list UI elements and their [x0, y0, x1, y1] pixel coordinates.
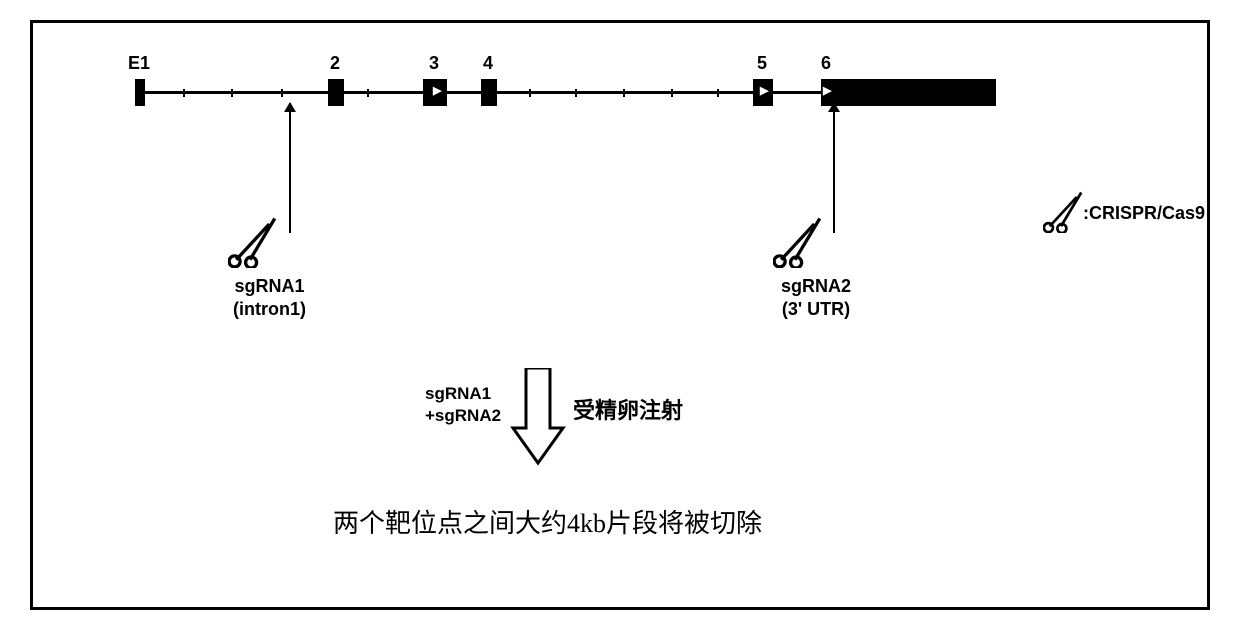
exon-E1 [135, 79, 145, 106]
sgRNA1-name: sgRNA1 [234, 276, 304, 296]
sgRNA2-name: sgRNA2 [781, 276, 851, 296]
exon-label-E3: 3 [429, 53, 439, 74]
cut1-arrow [289, 103, 291, 233]
injection-arrow [508, 368, 568, 468]
sg-combo-line1: sgRNA1 [425, 384, 491, 403]
cut2-arrow [833, 103, 835, 233]
exon-label-E1: E1 [128, 53, 150, 74]
chevron-icon: ▶ [823, 86, 831, 97]
intron-tick [575, 89, 577, 97]
sgRNA2-label: sgRNA2 (3' UTR) [781, 275, 851, 322]
diagram-frame: E1 2 3 ▶ 4 5 ▶ 6 ▶ sgRNA1 (intron1) [0, 0, 1240, 630]
exon-label-E6: 6 [821, 53, 831, 74]
legend-text: :CRISPR/Cas9 [1083, 203, 1205, 224]
intron-tick [183, 89, 185, 97]
exon-E2 [328, 79, 344, 106]
exon-label-E2: 2 [330, 53, 340, 74]
exon-E4 [481, 79, 497, 106]
chevron-icon: ▶ [760, 86, 768, 97]
sgRNA1-label: sgRNA1 (intron1) [233, 275, 306, 322]
exon-label-E4: 4 [483, 53, 493, 74]
chevron-icon: ▶ [433, 86, 441, 97]
scissors-icon [773, 213, 828, 268]
sg-combo-label: sgRNA1 +sgRNA2 [425, 383, 501, 427]
intron-tick [529, 89, 531, 97]
exon-E6 [821, 79, 996, 106]
sgRNA2-detail: (3' UTR) [782, 299, 850, 319]
exon-label-E5: 5 [757, 53, 767, 74]
result-text: 两个靶位点之间大约4kb片段将被切除 [333, 503, 762, 540]
sg-combo-line2: +sgRNA2 [425, 406, 501, 425]
scissors-icon [228, 213, 283, 268]
intron-tick [623, 89, 625, 97]
intron-tick [367, 89, 369, 97]
inject-label: 受精卵注射 [573, 393, 683, 425]
diagram-border: E1 2 3 ▶ 4 5 ▶ 6 ▶ sgRNA1 (intron1) [30, 20, 1210, 610]
intron-tick [281, 89, 283, 97]
intron-tick [671, 89, 673, 97]
intron-tick [717, 89, 719, 97]
scissors-icon [1043, 188, 1088, 233]
intron-tick [231, 89, 233, 97]
sgRNA1-detail: (intron1) [233, 299, 306, 319]
